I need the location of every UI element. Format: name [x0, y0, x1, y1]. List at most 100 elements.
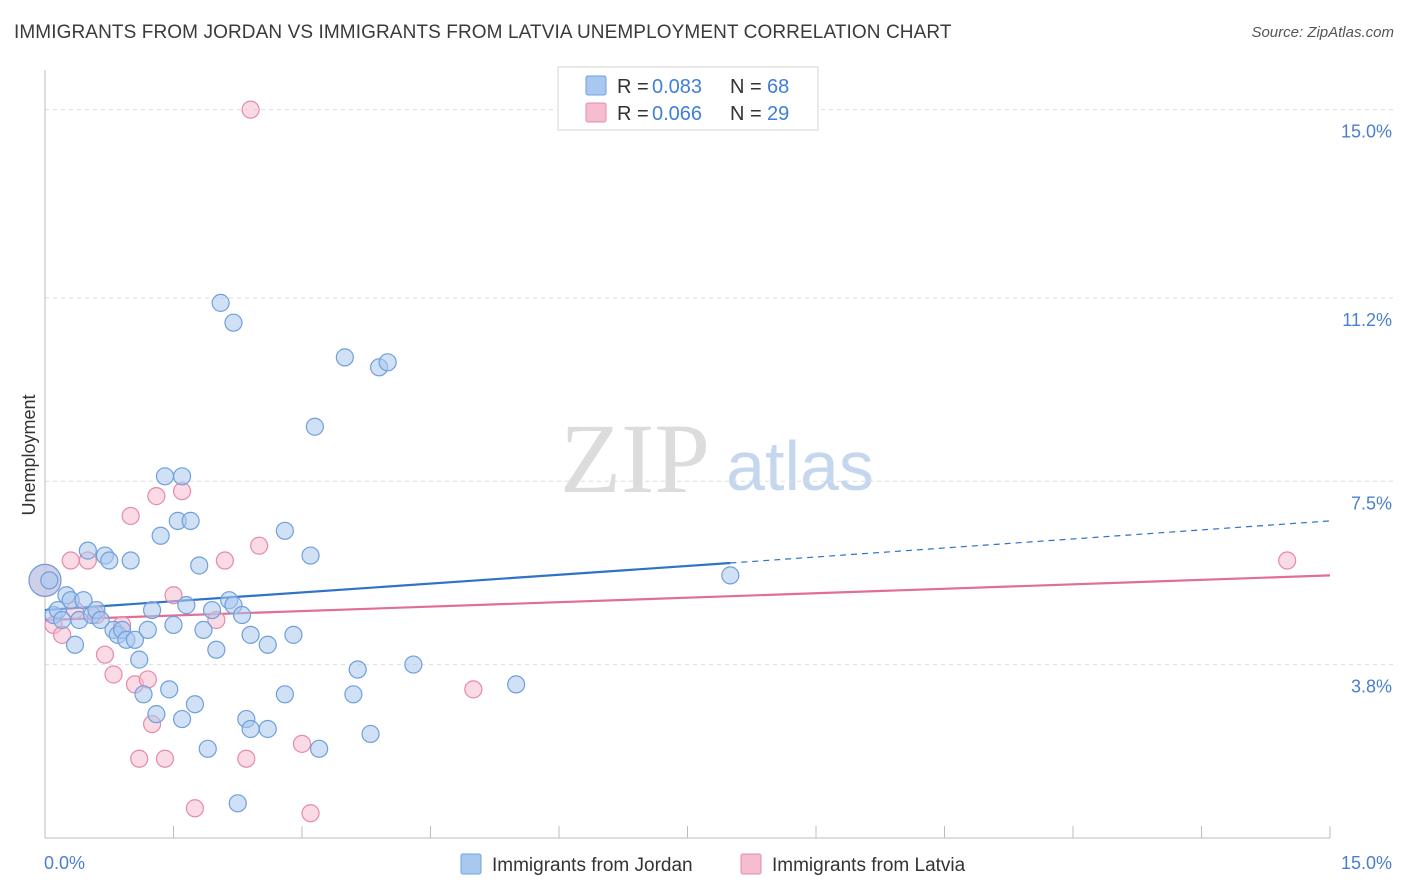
x-tick-label-max: 15.0%	[1341, 853, 1392, 873]
point-latvia	[185, 799, 205, 818]
tick-marks	[44, 826, 1331, 838]
point-jordan	[241, 719, 260, 739]
point-jordan	[130, 650, 149, 669]
point-jordan	[241, 625, 260, 644]
legend-jordan-n-value: 68	[767, 76, 789, 98]
y-tick-label-11-2: 11.2%	[1342, 310, 1392, 330]
point-jordan	[404, 655, 423, 674]
legend-jordan-r-value: 0.083	[652, 76, 702, 98]
point-jordan	[211, 293, 230, 312]
point-jordan	[53, 610, 72, 630]
point-jordan	[147, 705, 166, 724]
point-latvia	[250, 536, 269, 555]
watermark-atlas: atlas	[726, 427, 874, 505]
legend-swatch-latvia	[585, 102, 607, 123]
point-jordan	[40, 571, 59, 590]
point-latvia	[164, 586, 183, 605]
point-jordan	[138, 620, 157, 639]
point-latvia	[292, 734, 312, 753]
trend-line-jordan	[44, 561, 731, 612]
point-jordan	[207, 640, 226, 659]
legend-box: R = 0.083 N = 68 R = 0.066 N = 29	[557, 66, 819, 131]
y-tick-label-15-0: 15.0%	[1341, 122, 1392, 142]
point-latvia	[130, 749, 149, 768]
trend-line-latvia	[44, 574, 1331, 622]
point-latvia	[121, 506, 140, 526]
point-jordan	[177, 596, 196, 615]
point-jordan	[335, 348, 354, 367]
point-jordan	[275, 521, 294, 540]
point-jordan	[228, 794, 247, 813]
trend-line-jordan-extrapolated	[730, 520, 1331, 564]
point-latvia	[215, 551, 234, 570]
chart-title: IMMIGRANTS FROM JORDAN VS IMMIGRANTS FRO…	[14, 22, 952, 43]
point-jordan	[160, 680, 179, 699]
point-jordan	[224, 313, 243, 332]
y-axis-title: Unemployment	[19, 394, 39, 515]
watermark-zip: ZIP	[560, 403, 710, 514]
y-tick-label-3-8: 3.8%	[1351, 677, 1392, 697]
point-jordan	[151, 526, 170, 545]
point-jordan	[134, 685, 153, 704]
bottom-legend-label-latvia: Immigrants from Latvia	[772, 855, 966, 876]
point-jordan	[194, 620, 213, 639]
point-jordan	[348, 660, 367, 679]
point-jordan	[121, 551, 140, 570]
point-jordan	[172, 467, 192, 486]
bottom-legend: Immigrants from Jordan Immigrants from L…	[460, 853, 966, 876]
point-jordan	[164, 615, 183, 635]
series-jordan-points	[28, 293, 740, 813]
point-latvia	[147, 487, 166, 506]
legend-swatch-jordan	[585, 75, 607, 96]
point-jordan	[185, 695, 205, 714]
point-jordan	[91, 610, 110, 630]
point-latvia	[95, 645, 115, 664]
legend-latvia-n-value: 29	[767, 103, 789, 125]
point-jordan	[721, 566, 740, 585]
point-jordan	[232, 605, 252, 625]
trend-lines	[44, 520, 1331, 622]
bottom-legend-label-jordan: Immigrants from Jordan	[492, 855, 693, 876]
point-jordan	[100, 551, 119, 570]
point-jordan	[142, 600, 162, 620]
point-jordan	[284, 625, 303, 644]
point-jordan	[181, 511, 200, 530]
legend-latvia-n-label: N =	[730, 103, 762, 125]
point-jordan	[155, 467, 175, 486]
point-jordan	[378, 353, 397, 372]
point-latvia	[1278, 551, 1297, 570]
point-latvia	[301, 804, 320, 823]
point-jordan	[361, 724, 380, 744]
x-tick-label-min: 0.0%	[44, 853, 85, 873]
point-jordan	[125, 630, 145, 649]
point-jordan	[507, 675, 526, 694]
point-jordan	[305, 417, 324, 436]
point-jordan	[301, 546, 320, 565]
point-latvia	[237, 749, 256, 768]
point-jordan	[310, 739, 329, 758]
point-jordan	[74, 591, 93, 610]
y-tick-label-7-5: 7.5%	[1351, 493, 1392, 513]
legend-latvia-r-label: R =	[617, 103, 649, 125]
point-jordan	[198, 739, 217, 758]
point-latvia	[61, 551, 80, 570]
legend-jordan-n-label: N =	[730, 76, 762, 98]
bottom-legend-swatch-latvia	[740, 853, 762, 875]
point-jordan	[202, 600, 222, 620]
source-label: Source: ZipAtlas.com	[1251, 24, 1394, 41]
point-jordan	[275, 685, 294, 704]
point-latvia	[241, 100, 260, 119]
bottom-legend-swatch-jordan	[460, 853, 482, 875]
point-jordan	[78, 541, 97, 560]
point-jordan	[258, 635, 277, 654]
point-latvia	[464, 680, 483, 699]
point-jordan	[190, 556, 209, 575]
grid-lines	[45, 109, 1395, 666]
point-jordan	[172, 709, 192, 729]
point-latvia	[104, 665, 123, 684]
point-jordan	[65, 635, 85, 654]
legend-latvia-r-value: 0.066	[652, 103, 702, 125]
point-jordan	[344, 685, 363, 704]
legend-jordan-r-label: R =	[617, 76, 649, 98]
